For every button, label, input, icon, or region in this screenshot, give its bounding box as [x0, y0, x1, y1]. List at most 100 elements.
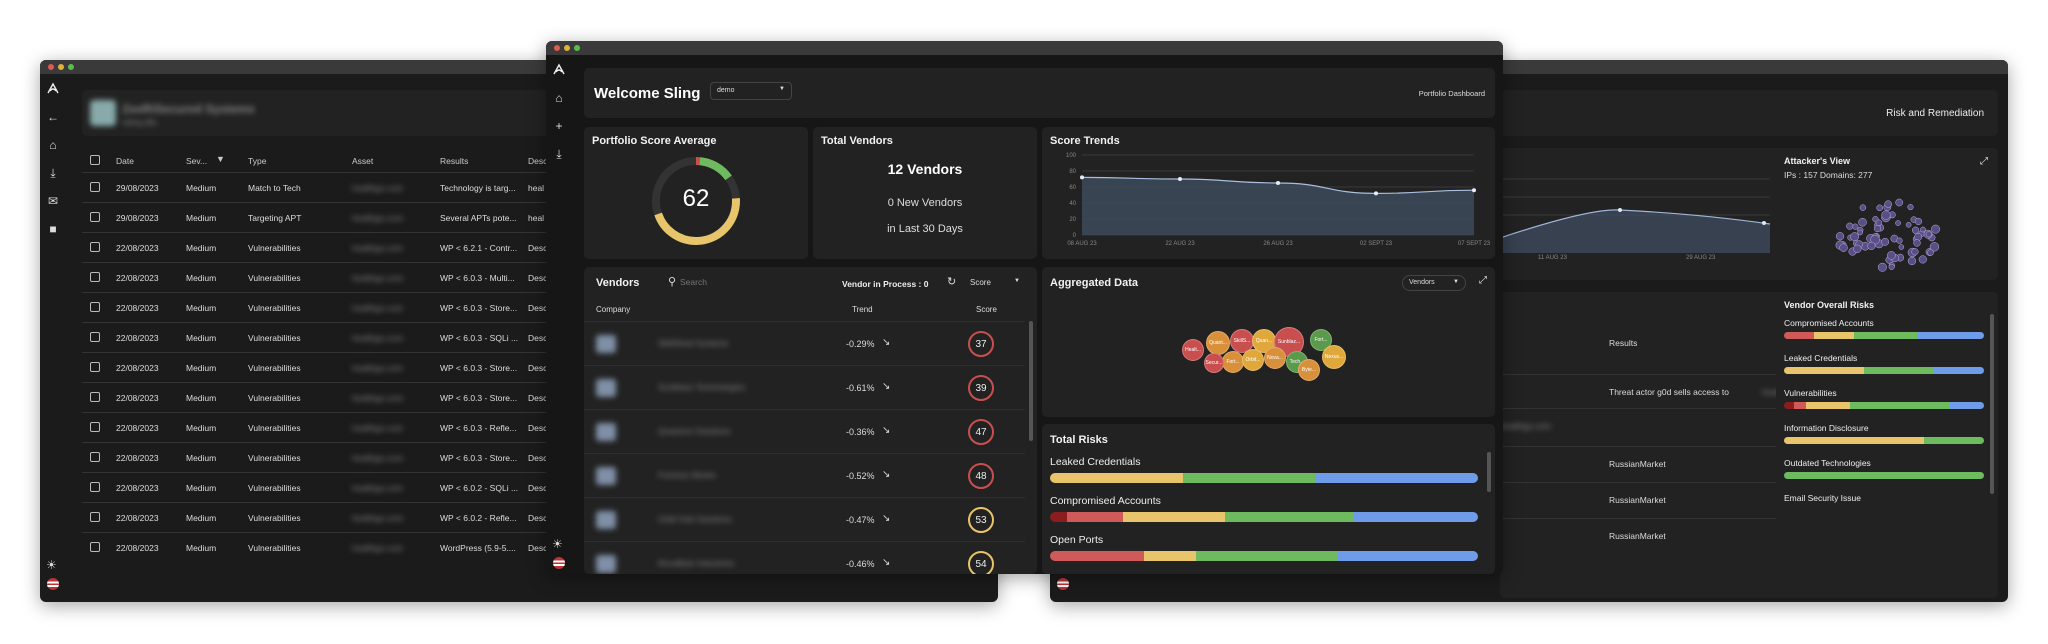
refresh-icon[interactable]: ↻: [947, 276, 957, 288]
table-row[interactable]: 22/08/2023 Medium Vulnerabilities health…: [82, 502, 982, 532]
table-row[interactable]: 22/08/2023 Medium Vulnerabilities health…: [82, 412, 982, 442]
sort-select[interactable]: Score ▼: [970, 278, 1020, 287]
graph-node[interactable]: [1895, 220, 1901, 226]
home-icon[interactable]: ⌂: [49, 138, 57, 152]
portfolio-dashboard-link[interactable]: Portfolio Dashboard: [1418, 89, 1485, 98]
scrollbar[interactable]: [1029, 321, 1033, 441]
scrollbar[interactable]: [1487, 452, 1491, 492]
row-checkbox[interactable]: [90, 422, 100, 432]
vendor-bubble[interactable]: Byte...: [1298, 359, 1320, 381]
graph-node[interactable]: [1913, 239, 1921, 247]
table-row[interactable]: 29/08/2023 Medium Targeting APT healthgo…: [82, 202, 982, 232]
language-flag-icon[interactable]: [553, 557, 565, 569]
row-checkbox[interactable]: [90, 362, 100, 372]
row-checkbox[interactable]: [90, 542, 100, 552]
vendor-bubble[interactable]: Nova...: [1264, 347, 1286, 369]
home-icon[interactable]: ⌂: [555, 91, 563, 105]
aggregated-select[interactable]: Vendors ▼: [1402, 275, 1466, 291]
table-row[interactable]: 22/08/2023 Medium Vulnerabilities health…: [82, 352, 982, 382]
graph-node[interactable]: [1888, 263, 1895, 270]
row-checkbox[interactable]: [90, 332, 100, 342]
download-icon[interactable]: ⤓: [50, 166, 56, 180]
graph-node[interactable]: [1920, 226, 1926, 233]
row-checkbox[interactable]: [90, 482, 100, 492]
graph-node[interactable]: [1857, 229, 1863, 236]
vendor-row[interactable]: Fortress Works -0.52% ↘ 48: [584, 453, 1025, 497]
vendor-row[interactable]: Orbit Hub Solutions -0.47% ↘ 53: [584, 497, 1025, 541]
row-checkbox[interactable]: [90, 452, 100, 462]
theme-toggle-icon[interactable]: ☀: [552, 537, 563, 551]
select-all-checkbox[interactable]: [90, 155, 100, 165]
vendor-bubble[interactable]: Secur...: [1204, 353, 1224, 373]
trend-point[interactable]: [1472, 188, 1476, 193]
col-date[interactable]: Date: [116, 156, 134, 166]
table-row[interactable]: 22/08/2023 Medium Vulnerabilities health…: [82, 382, 982, 412]
language-flag-icon[interactable]: [1057, 578, 1069, 590]
graph-node[interactable]: [1911, 248, 1919, 256]
table-row[interactable]: 22/08/2023 Medium Vulnerabilities health…: [82, 442, 982, 472]
graph-node[interactable]: [1881, 210, 1891, 220]
graph-node[interactable]: [1877, 262, 1887, 272]
graph-node[interactable]: [1927, 249, 1934, 256]
col-description[interactable]: Desc: [528, 156, 548, 166]
graph-node[interactable]: [1907, 256, 1917, 266]
graph-node[interactable]: [1905, 221, 1912, 228]
graph-node[interactable]: [1907, 204, 1914, 211]
row-checkbox[interactable]: [90, 212, 100, 222]
graph-node[interactable]: [1873, 225, 1882, 233]
theme-toggle-icon[interactable]: ☀: [46, 558, 57, 572]
back-arrow-icon[interactable]: ←: [47, 110, 59, 124]
graph-node[interactable]: [1850, 232, 1860, 242]
graph-node[interactable]: [1870, 234, 1880, 245]
graph-node[interactable]: [1895, 198, 1904, 207]
trend-point[interactable]: [1374, 191, 1378, 196]
graph-node[interactable]: [1918, 255, 1927, 264]
graph-node[interactable]: [1898, 244, 1905, 250]
graph-node[interactable]: [1881, 237, 1890, 246]
finding-row[interactable]: RussianMarket: [1500, 482, 1820, 516]
col-type[interactable]: Type: [248, 156, 267, 166]
graph-node[interactable]: [1876, 204, 1883, 212]
trend-point[interactable]: [1080, 175, 1084, 180]
scrollbar[interactable]: [1990, 314, 1994, 494]
graph-node[interactable]: [1887, 251, 1896, 260]
vendor-row[interactable]: NovaByte Industries -0.46% ↘ 54: [584, 541, 1025, 574]
vendor-row[interactable]: SkillShed Systems -0.29% ↘ 37: [584, 321, 1025, 365]
mail-icon[interactable]: ✉: [47, 194, 59, 208]
graph-node[interactable]: [1839, 243, 1848, 252]
row-checkbox[interactable]: [90, 392, 100, 402]
trend-point[interactable]: [1276, 181, 1280, 185]
row-checkbox[interactable]: [90, 242, 100, 252]
graph-node[interactable]: [1875, 219, 1882, 226]
vendor-bubble[interactable]: Healt...: [1182, 339, 1204, 361]
vendor-search-input[interactable]: [680, 275, 752, 289]
org-select[interactable]: demo ▼: [710, 82, 792, 100]
graph-node[interactable]: [1867, 241, 1876, 250]
trash-icon[interactable]: ■: [49, 222, 57, 236]
vendor-row[interactable]: Quantum Solutions -0.36% ↘ 47: [584, 409, 1025, 453]
table-row[interactable]: 22/08/2023 Medium Vulnerabilities health…: [82, 292, 982, 322]
add-icon[interactable]: +: [555, 119, 563, 133]
row-checkbox[interactable]: [90, 182, 100, 192]
vendor-bubble[interactable]: Orbit...: [1242, 349, 1264, 371]
row-checkbox[interactable]: [90, 512, 100, 522]
table-row[interactable]: 29/08/2023 Medium Match to Tech healthgo…: [82, 172, 982, 202]
graph-node[interactable]: [1911, 226, 1920, 234]
table-row[interactable]: 22/08/2023 Medium Vulnerabilities health…: [82, 472, 982, 502]
graph-node[interactable]: [1858, 217, 1867, 227]
row-checkbox[interactable]: [90, 302, 100, 312]
vendor-bubble[interactable]: Quant...: [1206, 331, 1230, 355]
graph-node[interactable]: [1852, 223, 1859, 230]
expand-icon[interactable]: ⤢: [1980, 156, 1988, 167]
expand-icon[interactable]: ⤢: [1479, 275, 1487, 286]
graph-node[interactable]: [1925, 231, 1932, 238]
table-row[interactable]: 22/08/2023 Medium Vulnerabilities health…: [82, 532, 982, 562]
risk-remediation-link[interactable]: Risk and Remediation: [1886, 108, 1984, 119]
graph-node[interactable]: [1846, 222, 1854, 230]
graph-node[interactable]: [1896, 237, 1903, 244]
graph-node[interactable]: [1835, 232, 1845, 241]
table-row[interactable]: 22/08/2023 Medium Vulnerabilities health…: [82, 322, 982, 352]
graph-node[interactable]: [1929, 242, 1940, 252]
vendor-row[interactable]: Sunblaze Technologies -0.61% ↘ 39: [584, 365, 1025, 409]
